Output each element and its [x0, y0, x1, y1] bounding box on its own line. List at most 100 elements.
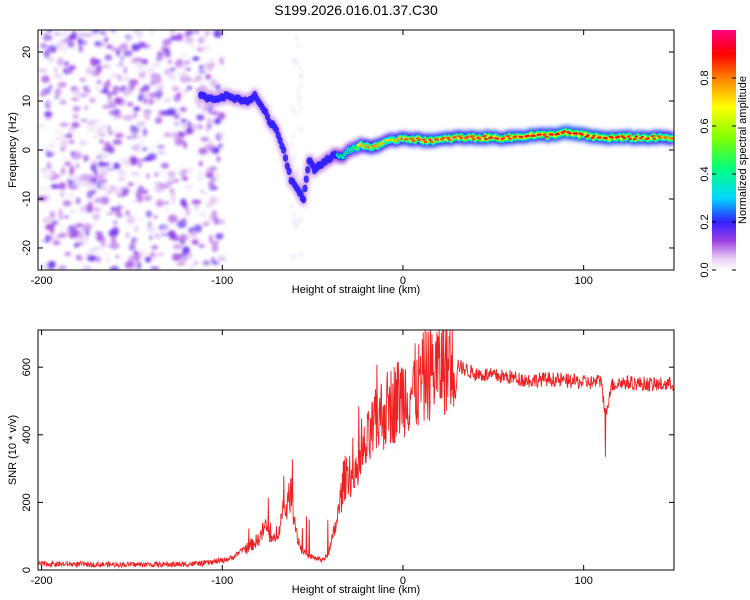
noise-blob — [299, 252, 303, 257]
noise-blob — [63, 61, 70, 66]
noise-blob — [111, 30, 116, 34]
noise-blob — [105, 168, 115, 171]
noise-blob — [292, 154, 296, 159]
noise-blob — [123, 159, 132, 167]
noise-blob — [94, 211, 99, 218]
ridge-blob — [303, 175, 309, 183]
noise-blob — [217, 112, 226, 121]
noise-blob — [114, 187, 124, 196]
noise-blob — [133, 253, 141, 261]
noise-blob — [157, 150, 166, 155]
noise-blob — [155, 57, 163, 61]
noise-blob — [122, 88, 130, 97]
noise-blob — [119, 43, 129, 52]
noise-blob — [85, 228, 90, 237]
noise-blob — [160, 162, 170, 169]
noise-blob — [155, 199, 164, 208]
noise-blob — [68, 140, 75, 144]
colorbar-tick-label: 0.8 — [699, 70, 711, 85]
noise-blob — [157, 51, 164, 58]
noise-blob — [57, 57, 64, 66]
ridge-core — [198, 90, 674, 204]
noise-blob — [82, 223, 93, 231]
noise-blob — [145, 210, 152, 218]
noise-blob — [174, 137, 185, 146]
noise-blob — [299, 66, 303, 71]
noise-blob — [117, 74, 122, 82]
spectrogram-x-ticks: -200 -100 0 100 — [31, 30, 593, 287]
noise-blob — [141, 190, 149, 194]
x-tick-label: 100 — [574, 275, 592, 287]
noise-blob — [78, 139, 86, 146]
noise-blob — [213, 260, 220, 266]
noise-blob — [90, 57, 97, 66]
noise-blob — [144, 256, 152, 263]
colorbar-label: Normalized spectral amplitude — [737, 76, 749, 224]
noise-blob — [118, 176, 125, 182]
noise-blob — [294, 171, 298, 176]
noise-blob — [219, 57, 224, 65]
noise-blob — [179, 53, 188, 58]
noise-blob — [48, 84, 53, 90]
noise-blob — [40, 43, 47, 49]
noise-blob — [151, 245, 159, 250]
noise-blob — [300, 82, 304, 87]
noise-blob — [42, 216, 52, 223]
noise-blob — [59, 191, 65, 198]
noise-blob — [123, 50, 133, 57]
noise-blob — [151, 86, 158, 90]
noise-blob — [183, 87, 189, 95]
noise-blob — [205, 143, 216, 150]
noise-blob — [209, 196, 215, 204]
noise-blob — [189, 231, 198, 238]
noise-blob — [150, 79, 160, 85]
noise-blob — [138, 94, 143, 102]
noise-blob — [79, 236, 89, 244]
noise-blob — [55, 129, 63, 135]
noise-blob — [114, 132, 124, 139]
noise-blob — [161, 227, 168, 231]
noise-blob — [71, 181, 78, 186]
noise-blob — [181, 218, 187, 223]
noise-blob — [298, 95, 302, 99]
noise-blob — [160, 233, 170, 236]
noise-blob — [171, 197, 176, 205]
noise-blob — [130, 240, 135, 246]
noise-blob — [211, 245, 219, 253]
noise-blob — [103, 38, 108, 43]
noise-blob — [50, 184, 60, 189]
noise-blob — [297, 43, 300, 48]
noise-blob — [63, 215, 70, 219]
noise-blob — [107, 125, 111, 132]
noise-blob — [111, 46, 118, 52]
noise-blob — [48, 143, 56, 148]
noise-blob — [137, 185, 144, 191]
noise-blob — [98, 31, 107, 34]
noise-blob — [58, 208, 63, 216]
noise-blob — [58, 224, 66, 228]
noise-blob — [176, 262, 186, 266]
noise-blob — [290, 254, 294, 259]
noise-blob — [77, 38, 83, 46]
noise-blob — [101, 183, 107, 191]
noise-blob — [294, 221, 298, 226]
noise-blob — [175, 92, 182, 98]
noise-blob — [198, 147, 208, 155]
x-tick-label: -200 — [31, 575, 53, 587]
noise-blob — [120, 206, 124, 210]
x-tick-label: 100 — [574, 575, 592, 587]
noise-blob — [189, 264, 195, 270]
noise-blob — [95, 85, 100, 91]
noise-blob — [96, 181, 103, 190]
noise-blob — [112, 139, 123, 145]
noise-blob — [156, 145, 165, 149]
noise-blob — [295, 35, 298, 40]
noise-blob — [153, 256, 157, 260]
noise-blob — [137, 159, 147, 162]
noise-blob — [72, 105, 81, 112]
noise-blob — [83, 141, 90, 145]
noise-blob — [170, 30, 175, 36]
noise-blob — [182, 60, 187, 67]
noise-blob — [142, 112, 149, 116]
noise-blob — [162, 207, 172, 212]
